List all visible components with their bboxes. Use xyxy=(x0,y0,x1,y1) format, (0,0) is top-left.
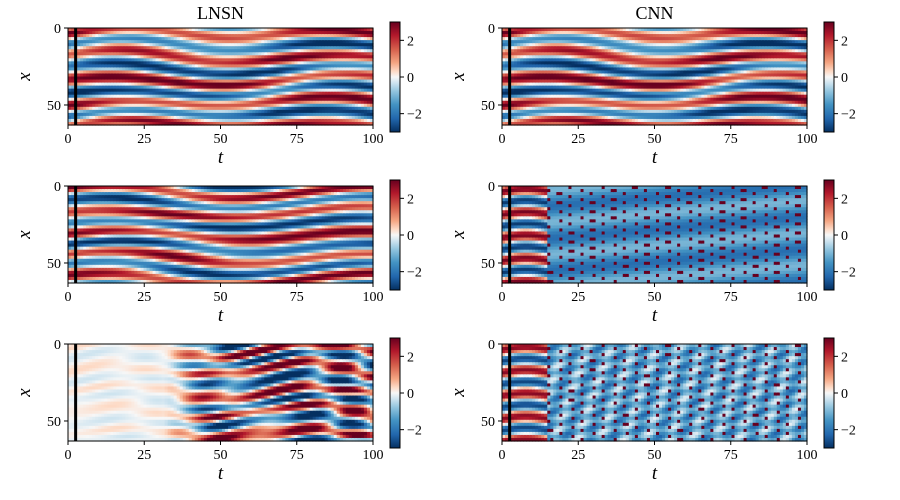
y-tick-label: 50 xyxy=(47,99,61,114)
heatmap-cells xyxy=(68,28,374,126)
colorbar-tick-label: 2 xyxy=(407,34,414,49)
colorbar-tick-label: 0 xyxy=(407,71,414,86)
colorbar xyxy=(390,22,400,132)
heatmap-cells xyxy=(502,28,808,126)
column-title: CNN xyxy=(635,3,673,23)
x-axis-label: t xyxy=(218,147,224,168)
column-title: LNSN xyxy=(197,3,244,23)
x-tick-label: 0 xyxy=(65,132,72,147)
heatmap-panel: CNN0 25 50 75 100050tx20−2 xyxy=(448,3,856,168)
x-tick-label: 100 xyxy=(363,132,384,147)
y-axis-label: x xyxy=(14,72,35,82)
colorbar-tick-label: −2 xyxy=(407,108,422,123)
x-tick-label: 25 xyxy=(137,132,151,147)
x-tick-label: 50 xyxy=(214,132,228,147)
y-tick-label: 0 xyxy=(54,22,61,37)
x-tick-label: 75 xyxy=(290,132,304,147)
